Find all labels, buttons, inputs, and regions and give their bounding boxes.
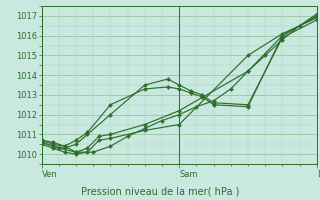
Text: Pression niveau de la mer( hPa ): Pression niveau de la mer( hPa ) [81, 186, 239, 196]
